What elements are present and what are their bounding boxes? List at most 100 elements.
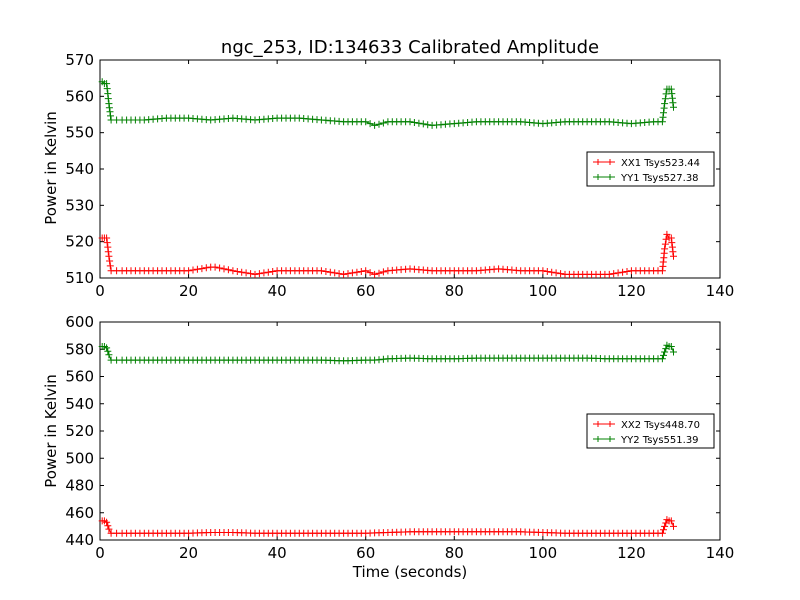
- top-data-point: [189, 266, 197, 274]
- bottom-y-axis-label: Power in Kelvin: [42, 374, 60, 488]
- top-data-point: [415, 119, 423, 127]
- top-data-point: [362, 267, 370, 275]
- top-data-point: [326, 268, 334, 276]
- top-y-tick-label: 520: [65, 233, 94, 251]
- bottom-legend: XX2 Tsys448.70 YY2 Tsys551.39: [586, 413, 715, 449]
- top-data-point: [105, 104, 113, 112]
- top-data-point: [107, 112, 114, 120]
- top-y-tick-label: 510: [65, 269, 94, 287]
- bottom-legend-marker: [595, 436, 613, 442]
- bottom-data-point: [670, 522, 677, 530]
- top-data-point: [410, 119, 418, 126]
- bottom-y-tick-label: 560: [65, 368, 94, 386]
- top-data-point: [255, 270, 263, 278]
- top-legend-marker: [595, 174, 613, 180]
- top-data-point: [614, 269, 622, 277]
- top-data-point: [548, 268, 556, 276]
- top-data-point: [260, 269, 268, 277]
- top-data-point: [661, 100, 669, 108]
- bottom-y-tick-label: 600: [65, 313, 94, 331]
- bottom-legend-label: YY2 Tsys551.39: [620, 435, 699, 446]
- top-y-tick-label: 530: [65, 196, 94, 214]
- bottom-data-point: [667, 517, 675, 525]
- top-legend-marker: [595, 159, 613, 165]
- top-data-point: [193, 265, 201, 273]
- bottom-y-tick-label: 540: [65, 395, 94, 413]
- top-legend-label: XX1 Tsys523.44: [621, 158, 700, 169]
- bottom-x-tick-label: 20: [179, 544, 198, 562]
- bottom-data-point: [661, 348, 669, 356]
- top-data-point: [668, 239, 676, 247]
- bottom-x-tick-label: 80: [445, 544, 464, 562]
- bottom-x-tick-label: 60: [356, 544, 375, 562]
- top-data-point: [663, 230, 671, 238]
- top-legend: XX1 Tsys523.44 YY1 Tsys527.38: [586, 151, 715, 187]
- top-data-point: [317, 267, 325, 275]
- bottom-x-tick-label: 120: [617, 544, 646, 562]
- top-data-point: [610, 270, 618, 278]
- top-data-point: [379, 268, 387, 276]
- bottom-legend-label: XX2 Tsys448.70: [621, 420, 700, 431]
- bottom-plot-panel: 0 20 40 60 80 100 120 140 440 460 480 500 520 540 560 5…: [65, 313, 734, 562]
- top-x-tick-label: 80: [445, 282, 464, 300]
- top-data-point: [557, 270, 565, 278]
- bottom-x-tick-label: 40: [268, 544, 287, 562]
- top-data-point: [366, 120, 374, 128]
- top-x-tick-label: 60: [356, 282, 375, 300]
- top-data-point: [269, 268, 277, 275]
- bottom-x-tick-label: 140: [706, 544, 735, 562]
- top-data-point: [668, 90, 676, 98]
- top-y-tick-label: 560: [65, 87, 94, 105]
- top-data-point: [103, 234, 111, 242]
- top-data-point: [242, 269, 250, 277]
- top-data-point: [335, 270, 343, 278]
- bottom-data-point: [658, 529, 666, 537]
- top-data-point: [211, 263, 219, 271]
- top-data-point: [362, 118, 370, 126]
- top-data-point: [605, 270, 613, 278]
- top-data-point: [662, 235, 670, 243]
- top-x-tick-label: 0: [95, 282, 105, 300]
- bottom-legend-marker: [595, 421, 613, 427]
- top-legend-box: [586, 151, 715, 187]
- top-y-axis-label: Power in Kelvin: [42, 111, 60, 225]
- bottom-data-point: [660, 351, 667, 359]
- top-data-point: [220, 265, 228, 273]
- top-data-point: [106, 262, 114, 270]
- top-data-point: [247, 270, 255, 278]
- top-data-point: [322, 268, 330, 275]
- top-data-point: [216, 264, 224, 272]
- top-data-point: [669, 248, 677, 256]
- top-x-tick-label: 140: [706, 282, 735, 300]
- bottom-y-tick-label: 480: [65, 477, 94, 495]
- top-data-point: [348, 269, 356, 277]
- top-data-point: [104, 95, 112, 103]
- top-x-tick-label: 100: [529, 282, 558, 300]
- bottom-x-tick-label: 100: [529, 544, 558, 562]
- top-x-tick-label: 120: [617, 282, 646, 300]
- top-y-tick-label: 570: [65, 51, 94, 69]
- top-data-point: [543, 268, 551, 275]
- top-y-tick-label: 550: [65, 124, 94, 142]
- top-data-point: [552, 269, 560, 277]
- top-x-tick-label: 20: [179, 282, 198, 300]
- top-data-point: [198, 265, 206, 273]
- top-data-point: [229, 267, 237, 275]
- bottom-y-tick-label: 440: [65, 531, 94, 549]
- top-data-point: [103, 80, 111, 88]
- top-plot-panel: 0 20 40 60 80 100 120 140 510 520 530 540 550 560 570 X…: [65, 51, 734, 300]
- top-data-point: [104, 248, 112, 256]
- bottom-x-axis-label: Time (seconds): [352, 563, 468, 581]
- bottom-x-tick-label: 0: [95, 544, 105, 562]
- top-data-point: [106, 257, 114, 265]
- top-data-point: [371, 121, 379, 129]
- top-data-point: [251, 270, 259, 278]
- top-data-point: [233, 268, 241, 275]
- top-data-point: [357, 268, 365, 275]
- top-data-point: [619, 268, 627, 276]
- top-data-point: [353, 268, 361, 276]
- top-data-point: [264, 268, 272, 276]
- top-x-tick-label: 40: [268, 282, 287, 300]
- bottom-data-point: [103, 344, 111, 352]
